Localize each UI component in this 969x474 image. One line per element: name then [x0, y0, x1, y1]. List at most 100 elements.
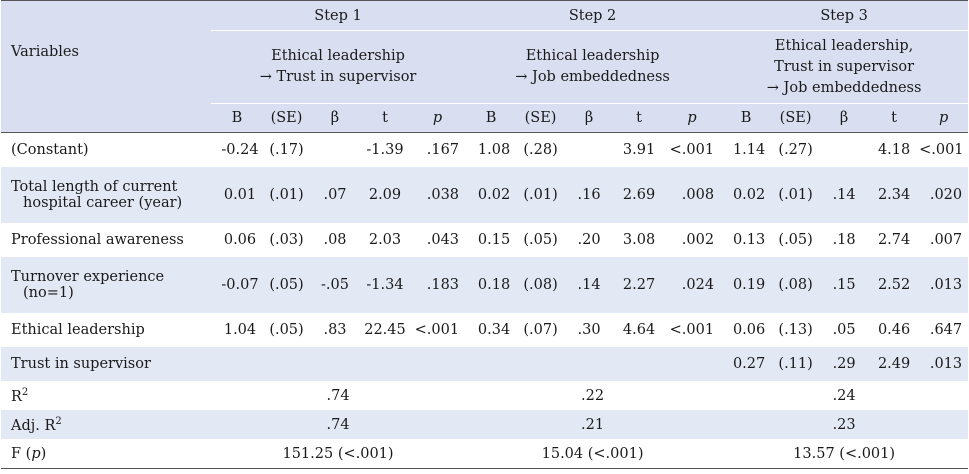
step-1-model-line: Ethical leadership — [271, 48, 405, 64]
cell-s3-b: 0.06 — [732, 322, 766, 338]
col-b: B — [231, 110, 243, 126]
cell-s1-p: <.001 — [414, 322, 460, 338]
cell-s3-se: (.01) — [778, 187, 813, 203]
col-se: (SE) — [270, 110, 303, 126]
step-3-model-line: Trust in supervisor — [774, 58, 915, 75]
step-2-model-line: → Job embeddedness — [515, 69, 670, 85]
row-label-line: (Constant) — [11, 142, 89, 158]
cell-s2-t: 4.64 — [622, 322, 656, 338]
cell-s3-t: 2.34 — [877, 187, 911, 203]
cell-s2-b: 0.02 — [477, 187, 511, 203]
cell-s3-b: 0.13 — [732, 232, 766, 248]
cell-s2-se: (.08) — [523, 277, 558, 293]
cell-s3-beta: .18 — [832, 232, 856, 248]
cell-s1-b: 0.06 — [223, 232, 257, 248]
summary-value-s3: 13.57 (<.001) — [793, 445, 896, 462]
cell-s1-beta — [310, 133, 360, 168]
step-3-model-line: Ethical leadership, — [774, 37, 914, 54]
cell-s2-b — [465, 347, 517, 381]
summary-value-s3: .24 — [832, 387, 856, 404]
table-row: Total length of current hospital career (… — [1, 167, 969, 223]
summary-value-s3: .23 — [832, 416, 856, 433]
cell-s3-p: <.001 — [919, 142, 964, 158]
col-se: (SE) — [779, 110, 812, 126]
summary-row: Adj. R2 .74 .21 .23 — [1, 410, 969, 439]
cell-s2-t — [614, 347, 664, 381]
col-se: (SE) — [524, 110, 557, 126]
row-label-line: hospital career (year) — [23, 195, 183, 211]
step-3-model: Ethical leadership, Trust in supervisor … — [720, 30, 969, 104]
cell-s1-b: -0.07 — [221, 277, 259, 293]
cell-s1-beta: .07 — [323, 187, 347, 203]
step-3-model-line: → Job embeddedness — [766, 79, 922, 96]
cell-s2-beta: .14 — [577, 277, 601, 293]
cell-s3-beta: .05 — [832, 322, 856, 338]
cell-s1-se: (.03) — [269, 232, 304, 248]
step-2-model-line: Ethical leadership — [525, 48, 660, 64]
summary-label-end: ) — [40, 445, 47, 462]
cell-s2-se: (.28) — [523, 142, 558, 158]
cell-s3-p: .647 — [929, 322, 963, 338]
cell-s3-b: 0.27 — [732, 356, 766, 372]
cell-s1-p: .167 — [426, 142, 460, 158]
col-beta: β — [330, 110, 340, 126]
row-label: Turnover experience (no=1) — [1, 257, 211, 313]
row-label: Professional awareness — [1, 223, 211, 257]
row-label-line: Professional awareness — [11, 232, 184, 248]
cell-s2-p: <.001 — [669, 142, 715, 158]
row-label-line: Turnover experience — [11, 269, 165, 285]
summary-label-superscript: 2 — [21, 386, 29, 398]
cell-s3-t: 0.46 — [877, 322, 911, 338]
cell-s2-se: (.01) — [523, 187, 558, 203]
cell-s2-beta: .30 — [577, 322, 601, 338]
table-row: Professional awareness 0.06 (.03) .08 2.03 .0… — [1, 223, 968, 257]
col-p: p — [687, 110, 697, 126]
cell-s1-b: 1.04 — [223, 322, 257, 338]
step-2-model: Ethical leadership → Job embeddedness — [465, 30, 721, 104]
col-beta: β — [839, 110, 849, 126]
cell-s2-t: 2.69 — [622, 187, 656, 203]
table-body: (Constant) -0.24 (.17) -1.39 .167 1.08 (.28) 3.… — [1, 133, 969, 469]
cell-s2-beta: .16 — [577, 187, 601, 203]
cell-s1-b — [211, 347, 263, 381]
summary-label-superscript: 2 — [55, 415, 62, 427]
table-row: Ethical leadership 1.04 (.05) .83 22.45 <.001… — [1, 313, 968, 347]
cell-s1-t: -1.39 — [366, 142, 404, 158]
cell-s1-se: (.17) — [269, 142, 304, 158]
cell-s3-se: (.13) — [778, 322, 813, 338]
cell-s1-t: 22.45 — [364, 322, 406, 338]
summary-label-italic: p — [31, 445, 41, 462]
cell-s2-beta: .20 — [577, 232, 601, 248]
cell-s3-beta — [819, 133, 869, 168]
summary-value-s2: 15.04 (<.001) — [541, 445, 644, 462]
summary-label: Adj. R2 — [1, 410, 211, 439]
cell-s2-t: 2.27 — [622, 277, 656, 293]
summary-label-text: R — [11, 388, 22, 405]
col-beta: β — [584, 110, 594, 126]
col-p: p — [938, 110, 949, 126]
cell-s1-se: (.05) — [269, 277, 304, 293]
row-label: (Constant) — [1, 133, 211, 168]
step-1-header: Step 1 — [211, 0, 466, 31]
col-b: B — [740, 110, 752, 126]
cell-s1-p: .038 — [426, 187, 460, 203]
cell-s2-b: 0.18 — [477, 277, 511, 293]
cell-s2-p: <.001 — [669, 322, 715, 338]
summary-value-s1: 151.25 (<.001) — [282, 445, 394, 462]
summary-label: F (p) — [1, 439, 211, 469]
summary-row: R2 .74 .22 .24 — [1, 381, 968, 410]
cell-s3-t: 2.49 — [877, 356, 911, 372]
cell-s2-se: (.05) — [523, 232, 558, 248]
cell-s2-beta — [564, 133, 614, 168]
cell-s1-p — [410, 347, 465, 381]
step-1-model: Ethical leadership → Trust in supervisor — [211, 30, 466, 104]
cell-s1-t: 2.09 — [368, 187, 402, 203]
cell-s1-t: 2.03 — [368, 232, 402, 248]
col-t: t — [382, 110, 388, 126]
cell-s1-b: 0.01 — [223, 187, 257, 203]
col-p: p — [432, 110, 443, 126]
cell-s1-t — [360, 347, 410, 381]
summary-value-s1: .74 — [326, 416, 350, 433]
cell-s3-b: 1.14 — [732, 142, 766, 158]
